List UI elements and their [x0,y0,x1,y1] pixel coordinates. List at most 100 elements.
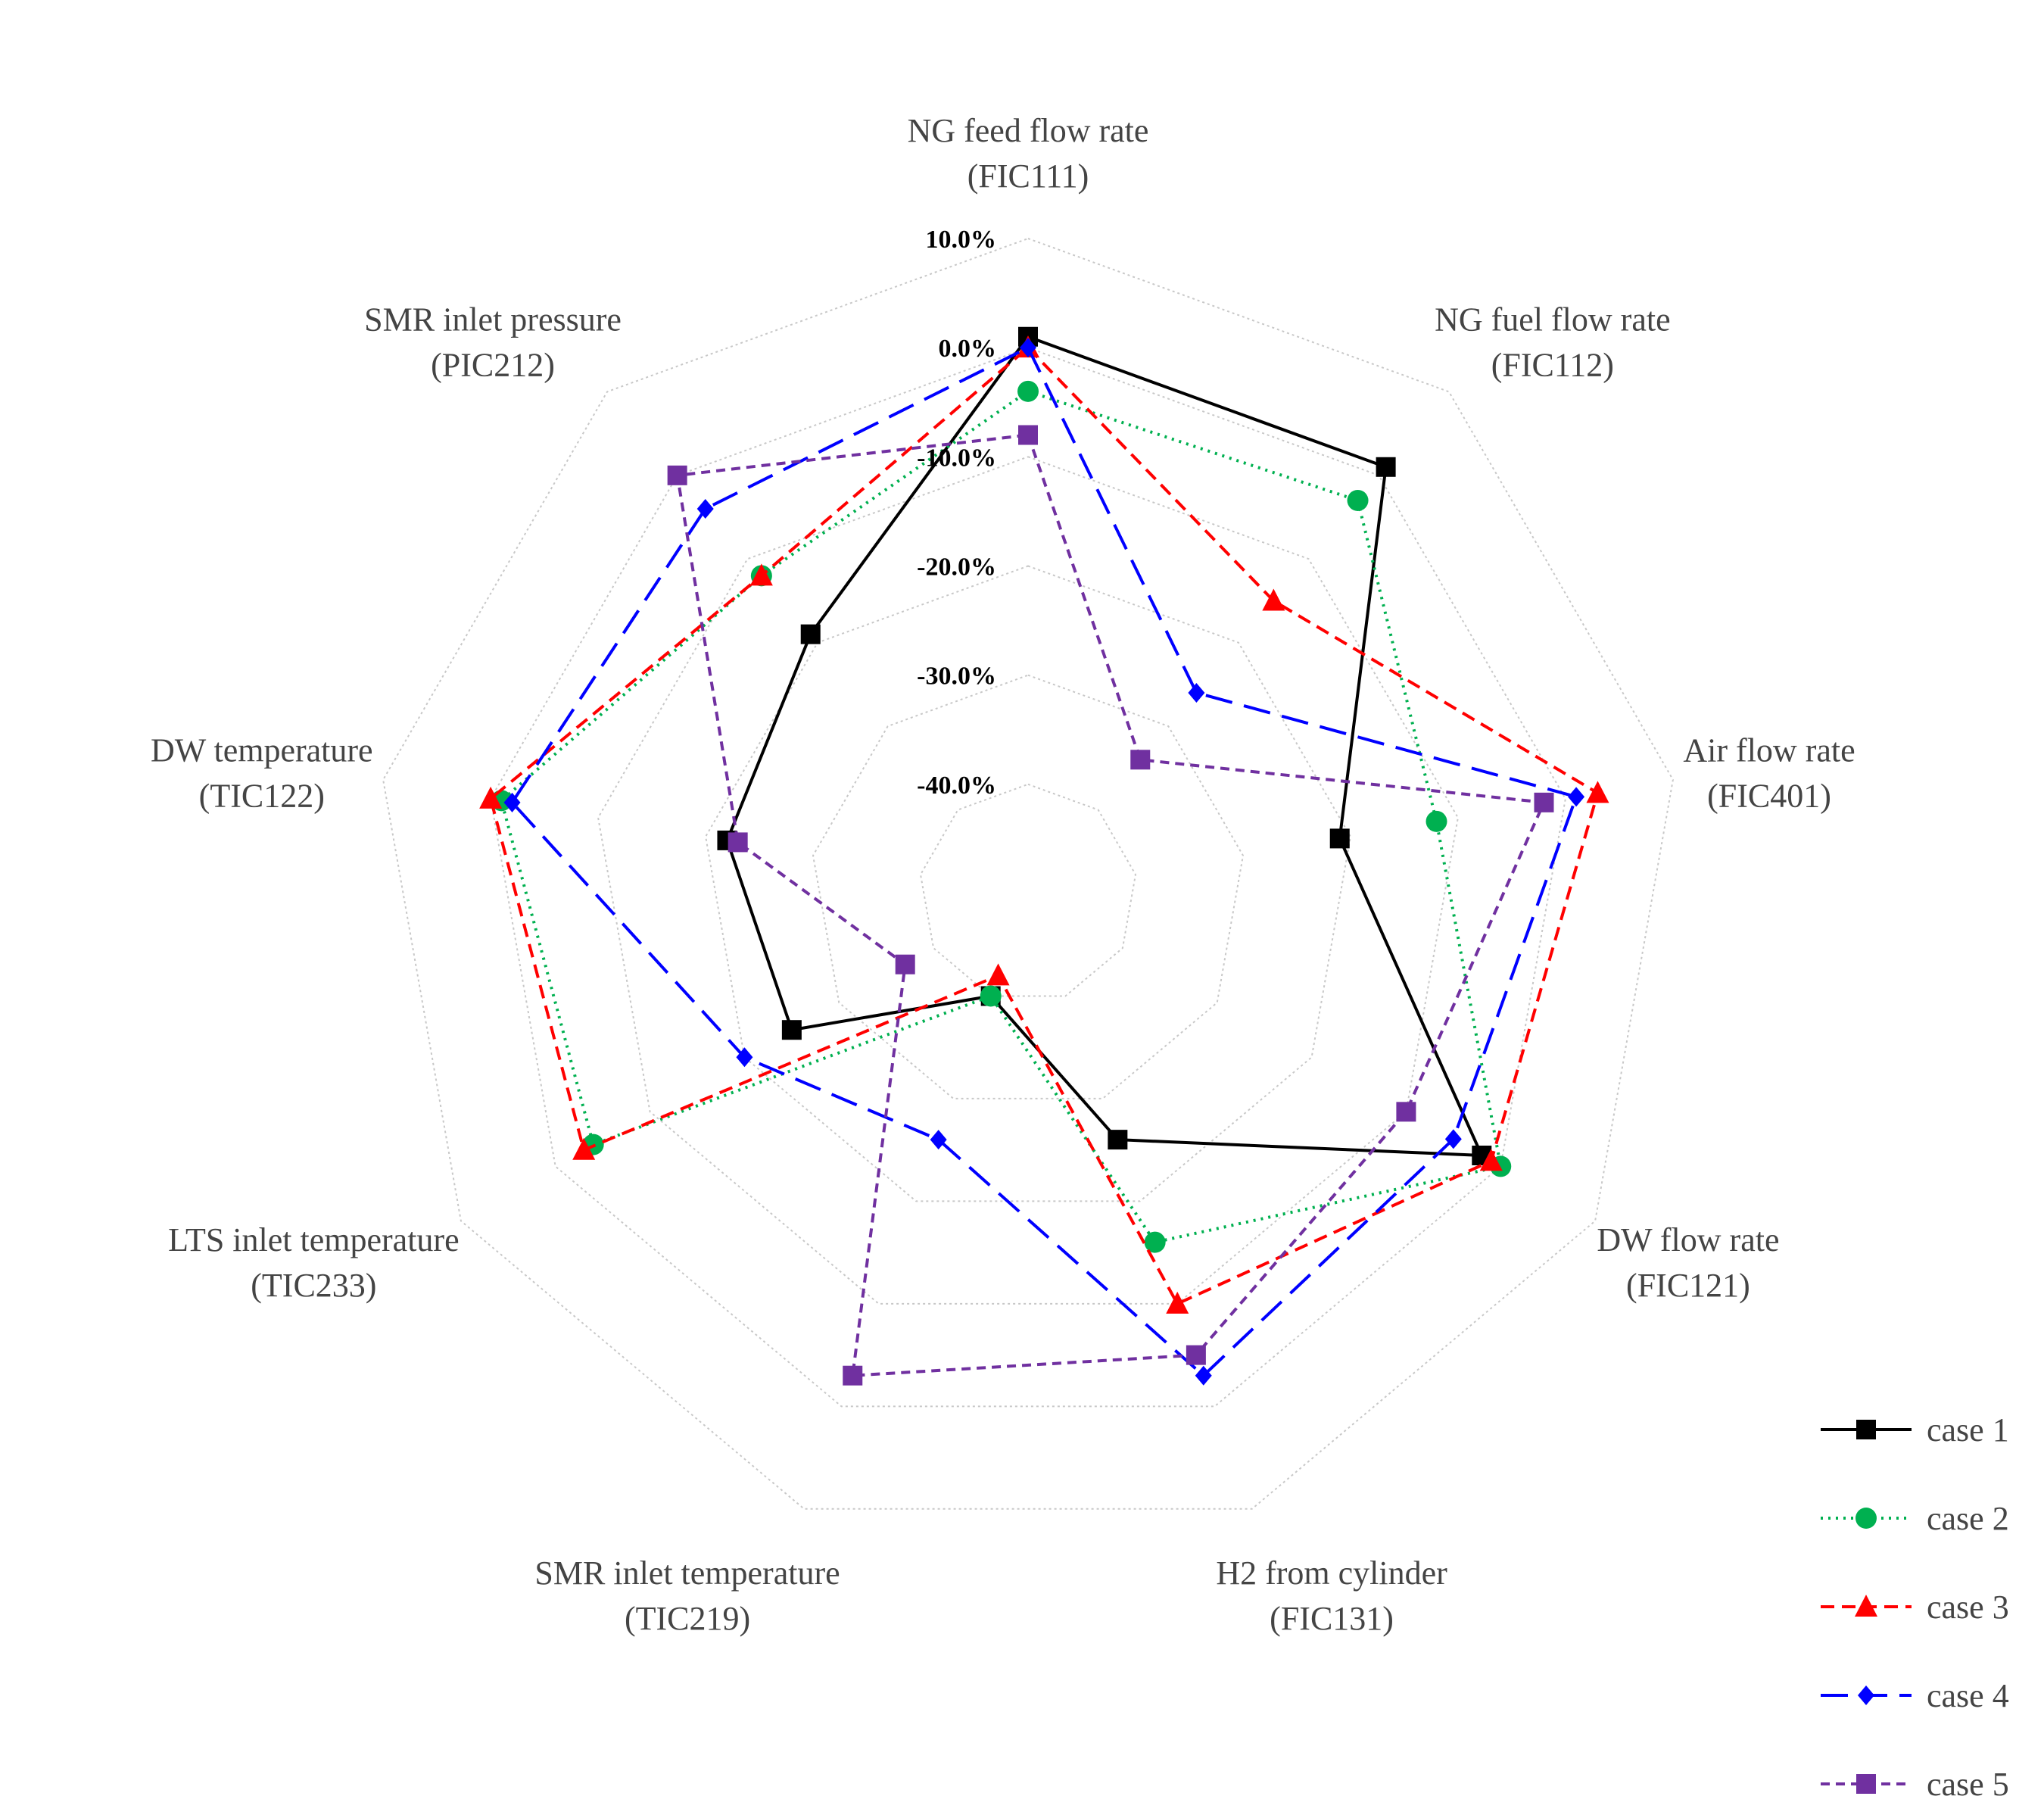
axis-label-name: DW temperature [151,731,373,769]
legend-marker [1855,1508,1877,1529]
tick-labels: 10.0% 0.0% -10.0% -20.0% -30.0% -40.0% [917,226,996,800]
series-point [1479,1149,1503,1171]
grid-ring [597,456,1459,1305]
series-point [1426,810,1447,832]
legend-item: case 2 [1821,1500,2009,1537]
axis-label-name: SMR inlet temperature [534,1554,840,1592]
axis-labels: NG feed flow rate (FIC111) NG fuel flow ra… [151,112,1855,1637]
axis-label: NG feed flow rate (FIC111) [908,112,1149,195]
series-point [503,792,521,812]
axis-label: DW temperature (TIC122) [151,731,373,814]
series-point [843,1365,863,1386]
series-2 [491,380,1512,1253]
series-point [736,1047,753,1068]
axis-label-tag: (TIC219) [625,1600,750,1637]
series-point [1568,787,1585,807]
series-point [1166,1291,1189,1314]
series-point [930,1130,947,1150]
series-point [1108,1130,1128,1150]
tick-label: -30.0% [917,663,996,691]
series-point [980,985,1002,1007]
series-point [1188,682,1205,703]
axis-label: H2 from cylinder (FIC131) [1216,1554,1447,1637]
tick-label: -20.0% [917,554,996,582]
axis-label-name: SMR inlet pressure [364,301,622,338]
legend-item: case 1 [1821,1411,2009,1448]
legend-marker [1856,1774,1876,1794]
series-point [1347,489,1369,511]
axis-label-tag: (TIC233) [251,1267,376,1304]
series-line [675,433,1547,1377]
series-point [1376,457,1396,477]
tick-label: -10.0% [917,444,996,472]
series-point [479,786,503,809]
series-point [895,954,915,974]
series-point [781,1020,802,1040]
series-point [572,1137,596,1160]
grid-ring [919,783,1137,997]
grid-ring [490,347,1566,1408]
legend-marker [1858,1685,1874,1705]
series-point [1195,1365,1212,1386]
legend-label: case 1 [1927,1411,2009,1448]
axis-label: Air flow rate (FIC401) [1683,731,1855,814]
series-line [488,345,1600,1306]
legend: case 1 case 2 case 3 case 4 case 5 [1821,1411,2009,1803]
series-line [500,389,1503,1244]
axis-label-tag: (TIC122) [199,777,325,814]
series-3 [479,335,1609,1314]
series-5 [667,425,1554,1386]
legend-item: case 5 [1821,1766,2009,1803]
legend-label: case 5 [1927,1766,2009,1803]
tick-label: 0.0% [939,335,997,363]
axis-label-name: H2 from cylinder [1216,1554,1447,1592]
series-point [749,563,773,586]
series-point [1017,380,1039,402]
series-point [800,624,821,644]
legend-marker [1855,1595,1877,1617]
axis-label-tag: (FIC131) [1270,1600,1394,1637]
axis-label: NG fuel flow rate (FIC112) [1435,301,1671,384]
series-point [1534,792,1554,812]
series-line [509,345,1578,1378]
axis-label-name: NG fuel flow rate [1435,301,1671,338]
series-point [1186,1345,1206,1365]
axis-label: SMR inlet temperature (TIC219) [534,1554,840,1637]
legend-label: case 3 [1927,1589,2009,1626]
series-point [1329,828,1350,849]
series-point [667,465,687,485]
series-4 [503,338,1585,1386]
series-point [1586,781,1609,803]
axis-label-tag: (FIC111) [967,157,1089,195]
series-point [696,498,714,519]
series-point [1018,425,1038,445]
series-point [1144,1231,1166,1253]
grid-ring [812,674,1245,1099]
tick-label: -40.0% [917,772,996,800]
tick-label: 10.0% [926,226,997,254]
legend-label: case 2 [1927,1500,2009,1537]
series-point [986,963,1010,986]
legend-label: case 4 [1927,1677,2009,1714]
axis-label-name: LTS inlet temperature [168,1221,459,1258]
series-point [1262,588,1285,611]
axis-label-tag: (FIC401) [1707,777,1831,814]
legend-marker [1856,1420,1876,1439]
axis-label-name: Air flow rate [1683,731,1855,769]
series-layer [479,326,1609,1386]
axis-label-tag: (FIC121) [1626,1267,1750,1304]
grid-layer [382,237,1674,1510]
series-point [1130,750,1151,770]
legend-item: case 4 [1821,1677,2009,1714]
axis-label: LTS inlet temperature (TIC233) [168,1221,459,1304]
axis-label-name: DW flow rate [1597,1221,1779,1258]
series-point [1020,338,1036,358]
axis-label-name: NG feed flow rate [908,112,1149,149]
series-point [1444,1129,1462,1149]
grid-ring [382,237,1674,1510]
axis-label: SMR inlet pressure (PIC212) [364,301,622,384]
grid-ring [705,565,1351,1202]
axis-label-tag: (FIC112) [1491,347,1614,384]
axis-label: DW flow rate (FIC121) [1597,1221,1779,1304]
